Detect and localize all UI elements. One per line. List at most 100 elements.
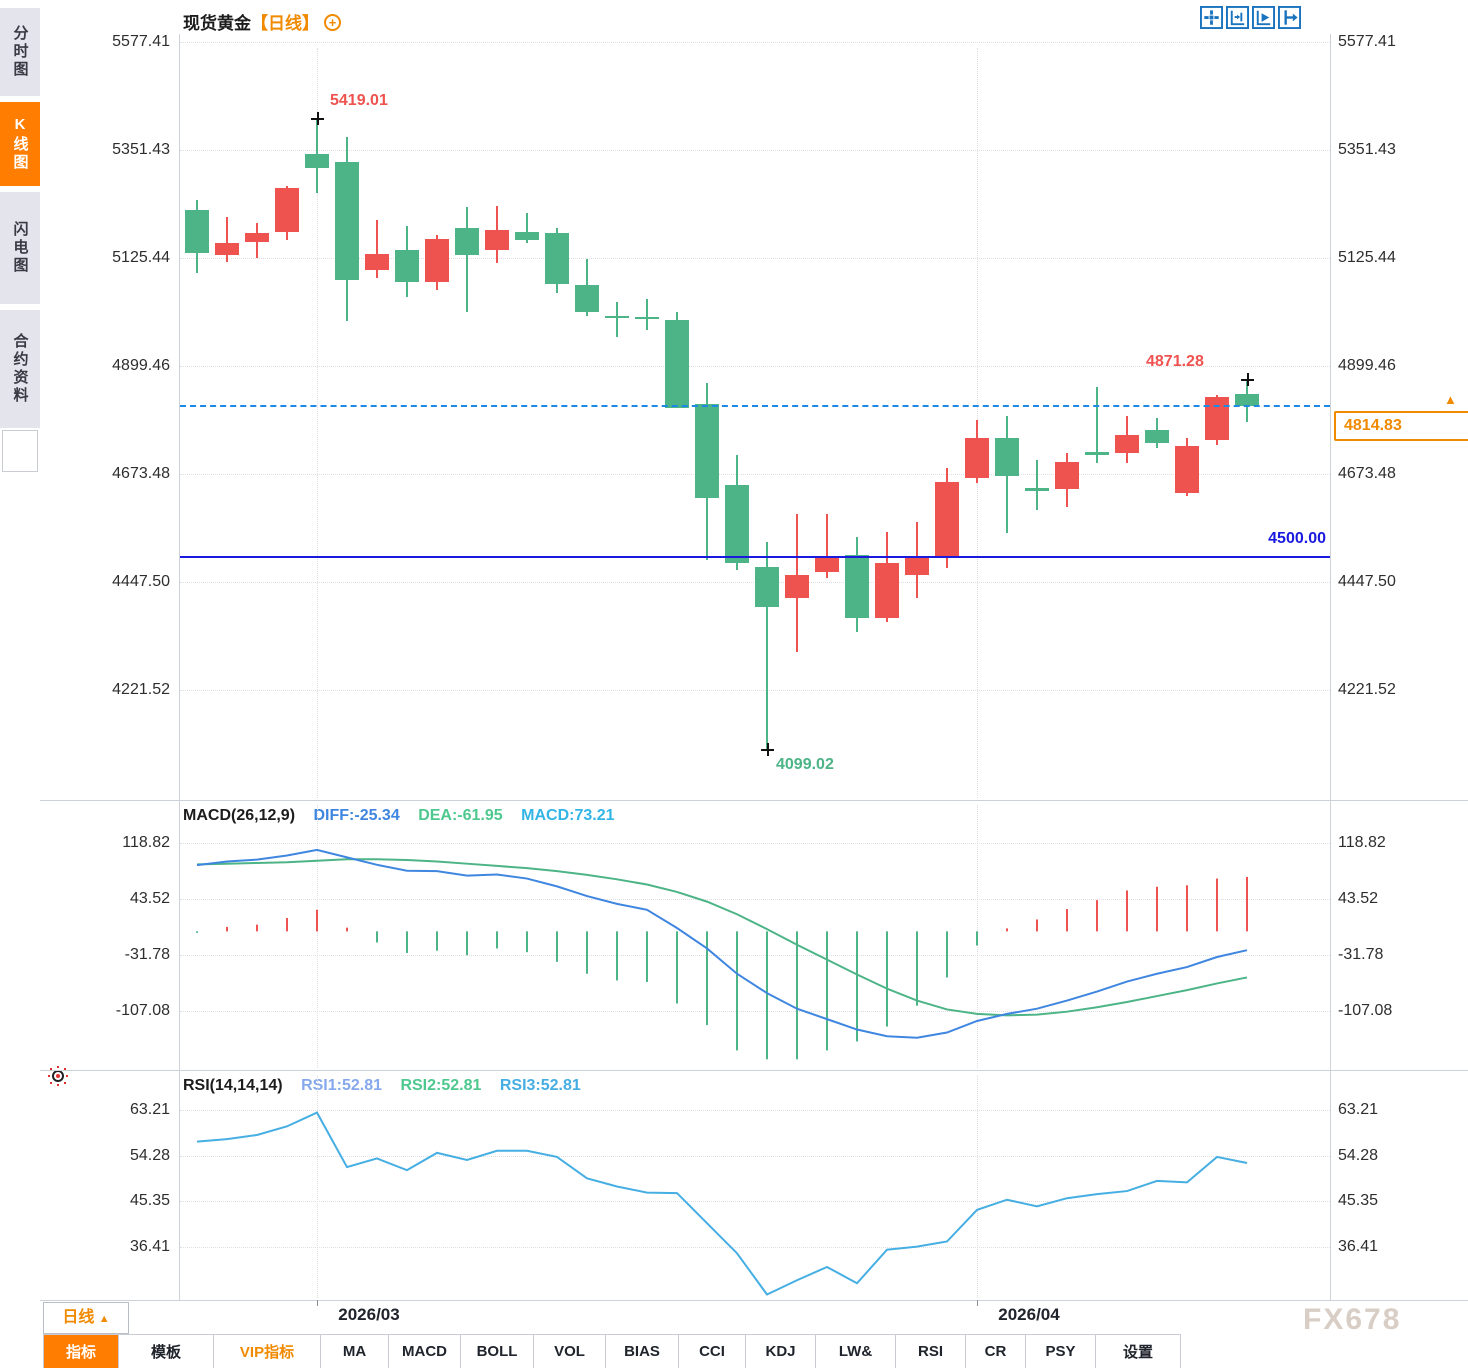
month-label-1: 2026/03 bbox=[338, 1305, 400, 1324]
candle bbox=[425, 239, 449, 283]
candle bbox=[485, 230, 509, 251]
toolbar-item-CCI[interactable]: CCI bbox=[679, 1335, 746, 1368]
candle bbox=[575, 284, 599, 312]
candle bbox=[695, 403, 719, 499]
rsi-gridline bbox=[180, 1155, 1330, 1157]
sidebar-item-1[interactable]: 分时图 bbox=[0, 8, 40, 96]
macd-histogram-bar bbox=[856, 931, 858, 1042]
macd-histogram-bar bbox=[1066, 909, 1068, 932]
rsi1-value: RSI1:52.81 bbox=[301, 1077, 382, 1094]
sun-ring bbox=[52, 1070, 64, 1082]
price-tick-left: 4221.52 bbox=[112, 681, 170, 698]
macd-label-row: MACD(26,12,9) DIFF:-25.34 DEA:-61.95 MAC… bbox=[183, 807, 614, 825]
sidebar-item-2[interactable]: K线图 bbox=[0, 102, 40, 186]
fx678-watermark: FX678 bbox=[1303, 1303, 1402, 1336]
toolbar-item-LW&[interactable]: LW& bbox=[816, 1335, 896, 1368]
toolbar-item-指标[interactable]: 指标 bbox=[44, 1335, 119, 1368]
toolbar-item-BOLL[interactable]: BOLL bbox=[461, 1335, 534, 1368]
candle bbox=[605, 316, 629, 319]
macd-histogram-bar bbox=[256, 924, 258, 932]
month-gridline bbox=[977, 805, 978, 1068]
candle-wick bbox=[826, 513, 828, 578]
price-tick-right: 5577.41 bbox=[1338, 33, 1396, 50]
rsi-tick-left: 63.21 bbox=[129, 1101, 170, 1118]
chart-left-border bbox=[179, 34, 180, 1300]
toolbar-item-RSI[interactable]: RSI bbox=[896, 1335, 966, 1368]
rsi-tick-left: 54.28 bbox=[129, 1146, 170, 1164]
macd-histogram-bar bbox=[736, 931, 738, 1051]
rsi-gridline bbox=[180, 1110, 1330, 1111]
jump-to-latest-icon[interactable] bbox=[1278, 6, 1301, 29]
fit-x-axis-icon[interactable] bbox=[1226, 6, 1249, 29]
candle bbox=[515, 231, 539, 241]
macd-histogram-bar bbox=[646, 931, 648, 982]
rsi-gridline bbox=[180, 1201, 1330, 1202]
candle bbox=[395, 250, 419, 283]
crosshair-circle-icon[interactable] bbox=[324, 14, 341, 31]
rsi-tick-right: 54.28 bbox=[1338, 1146, 1379, 1164]
sidebar-item-4[interactable]: 合约资料 bbox=[0, 310, 40, 428]
price-tick-left: 5351.43 bbox=[112, 141, 170, 158]
macd-histogram-bar bbox=[1096, 900, 1098, 932]
current-price-line bbox=[180, 405, 1330, 408]
chart-tools bbox=[1200, 6, 1301, 29]
sidebar-item-3[interactable]: 闪电图 bbox=[0, 192, 40, 304]
period-dropdown-arrow-icon: ▲ bbox=[98, 1313, 110, 1325]
price-up-arrow-icon: ▲ bbox=[1444, 392, 1457, 408]
macd-histogram-bar bbox=[886, 931, 888, 1027]
symbol-title: 现货黄金 bbox=[183, 14, 251, 33]
toolbar-item-设置[interactable]: 设置 bbox=[1096, 1335, 1181, 1368]
rsi-gridline bbox=[180, 1246, 1330, 1248]
toolbar-item-KDJ[interactable]: KDJ bbox=[746, 1335, 816, 1368]
toolbar-item-VIP指标[interactable]: VIP指标 bbox=[214, 1335, 321, 1368]
chart-right-border bbox=[1330, 34, 1331, 1300]
candle bbox=[935, 481, 959, 559]
play-axis-icon[interactable] bbox=[1252, 6, 1275, 29]
month-label-2: 2026/04 bbox=[998, 1305, 1060, 1324]
candle bbox=[1145, 429, 1169, 444]
price-tick-right: 4899.46 bbox=[1338, 357, 1396, 374]
toolbar-item-MA[interactable]: MA bbox=[321, 1335, 389, 1368]
macd-gridline bbox=[180, 843, 1330, 844]
price-gridline bbox=[180, 42, 1330, 43]
price-tick-left: 4447.50 bbox=[112, 573, 170, 590]
candle bbox=[215, 242, 239, 255]
macd-histogram-bar bbox=[286, 917, 288, 932]
macd-gridline bbox=[180, 955, 1330, 956]
candle bbox=[725, 485, 749, 564]
toolbar-item-VOL[interactable]: VOL bbox=[534, 1335, 606, 1368]
indicator-toolbar: 指标 模板 VIP指标 MA MACD BOLL VOL BIAS CCI KDJ LW& RSI CR… bbox=[43, 1334, 1181, 1368]
month-gridline bbox=[317, 1075, 318, 1298]
macd-histogram-bar bbox=[496, 931, 498, 949]
price-tick-right: 4447.50 bbox=[1338, 573, 1396, 590]
period-dropdown[interactable]: 日线 ▲ bbox=[43, 1302, 129, 1334]
toolbar-item-BIAS[interactable]: BIAS bbox=[606, 1335, 679, 1368]
extreme-cross-marker bbox=[1241, 373, 1254, 387]
rsi-tick-left: 36.41 bbox=[129, 1237, 170, 1255]
candle bbox=[905, 556, 929, 576]
rsi-line bbox=[196, 1111, 1248, 1296]
sidebar-empty-box bbox=[2, 430, 38, 472]
price-tick-left: 5577.41 bbox=[112, 33, 170, 50]
candle-wick bbox=[1096, 387, 1098, 464]
toolbar-item-PSY[interactable]: PSY bbox=[1026, 1335, 1096, 1368]
toolbar-item-MACD[interactable]: MACD bbox=[389, 1335, 461, 1368]
candle bbox=[1205, 396, 1229, 440]
candle bbox=[875, 563, 899, 619]
toolbar-item-CR[interactable]: CR bbox=[966, 1335, 1026, 1368]
macd-histogram-bar bbox=[1036, 919, 1038, 932]
rsi-tick-right: 63.21 bbox=[1338, 1101, 1379, 1118]
macd-tick-left: 43.52 bbox=[129, 890, 170, 907]
price-tick-right: 5125.44 bbox=[1338, 249, 1396, 266]
candle bbox=[185, 209, 209, 253]
crosshair-move-icon[interactable] bbox=[1200, 6, 1223, 29]
macd-histogram-bar bbox=[436, 931, 438, 951]
rsi-settings-sun-icon[interactable] bbox=[48, 1066, 68, 1086]
macd-histogram-bar bbox=[406, 931, 408, 953]
price-tick-left: 5125.44 bbox=[112, 249, 170, 266]
macd-histogram-bar bbox=[1156, 886, 1158, 932]
macd-histogram-bar bbox=[526, 931, 528, 953]
toolbar-item-模板[interactable]: 模板 bbox=[119, 1335, 214, 1368]
month-gridline bbox=[977, 1075, 978, 1298]
price-tick-right: 4221.52 bbox=[1338, 681, 1396, 698]
